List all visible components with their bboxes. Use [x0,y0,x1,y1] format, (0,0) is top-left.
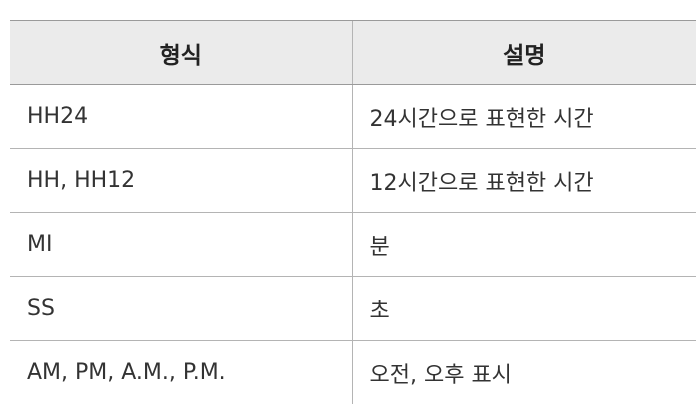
description-cell: 12시간으로 표현한 시간 [352,149,696,213]
format-cell: MI [10,213,352,277]
description-cell: 초 [352,277,696,341]
header-row: 형식 설명 [10,21,696,85]
table-row: SS 초 [10,277,696,341]
format-cell: AM, PM, A.M., P.M. [10,341,352,404]
description-cell: 오전, 오후 표시 [352,341,696,404]
format-table: 형식 설명 HH24 24시간으로 표현한 시간 HH, HH12 12시간으로… [10,20,696,404]
description-cell: 분 [352,213,696,277]
table-row: HH, HH12 12시간으로 표현한 시간 [10,149,696,213]
format-cell: HH, HH12 [10,149,352,213]
header-description: 설명 [352,21,696,85]
table-row: HH24 24시간으로 표현한 시간 [10,85,696,149]
description-cell: 24시간으로 표현한 시간 [352,85,696,149]
format-cell: SS [10,277,352,341]
format-cell: HH24 [10,85,352,149]
table-row: AM, PM, A.M., P.M. 오전, 오후 표시 [10,341,696,404]
header-format: 형식 [10,21,352,85]
table-row: MI 분 [10,213,696,277]
